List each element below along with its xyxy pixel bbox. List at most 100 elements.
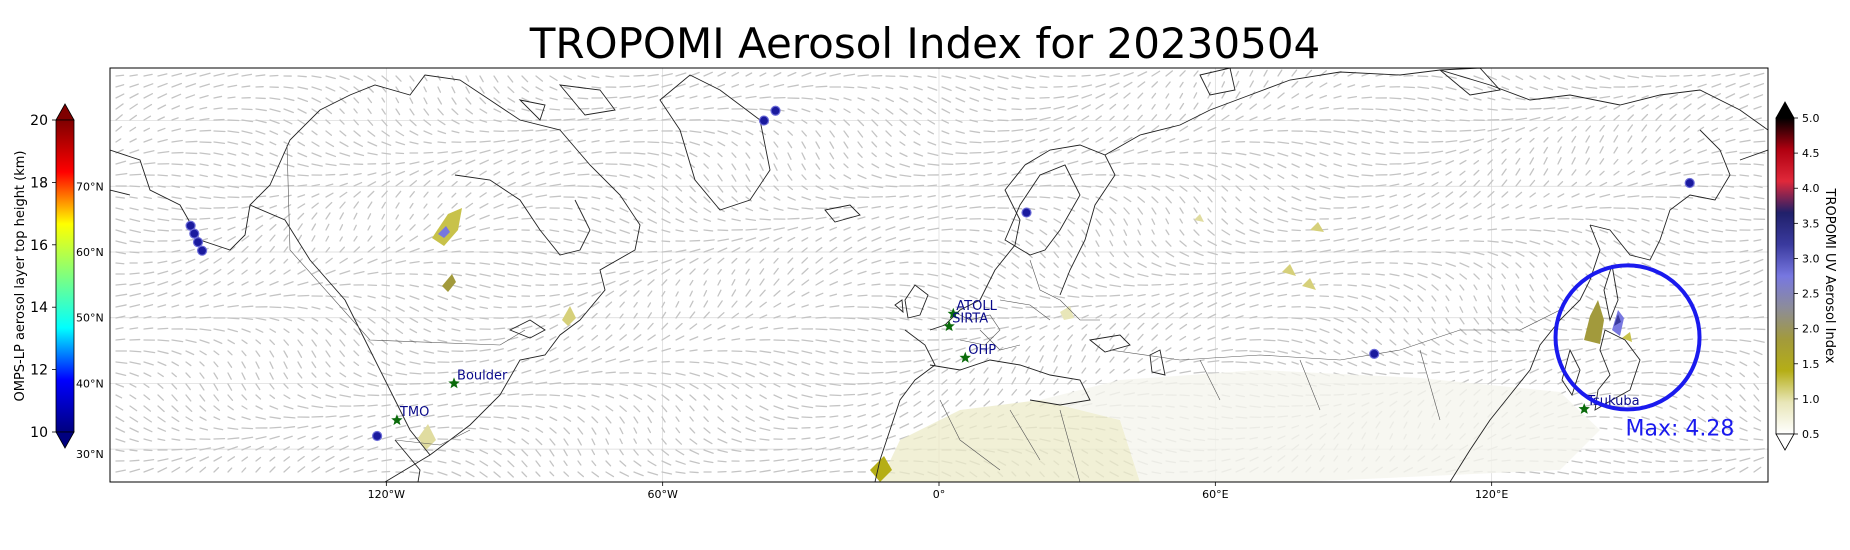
wind-arrow [241,130,253,135]
wind-arrow [1123,149,1135,154]
wind-arrow [1655,405,1663,409]
wind-arrow [787,174,793,181]
wind-arrow [1277,141,1290,145]
wind-arrow [927,306,938,310]
wind-arrow [325,317,333,323]
wind-arrow [1207,196,1213,203]
wind-arrow [591,207,600,211]
wind-arrow [633,118,643,121]
wind-arrow [969,108,978,113]
wind-arrow [1613,75,1625,80]
wind-arrow [815,372,825,376]
wind-arrow [465,226,476,231]
wind-arrow [1641,295,1652,298]
wind-arrow [1445,317,1451,325]
wind-arrow [885,260,896,264]
wind-arrow [1459,108,1468,112]
wind-arrow [1739,259,1750,264]
wind-arrow [129,114,138,121]
wind-arrow [171,394,178,402]
wind-arrow [1697,149,1707,154]
wind-arrow [1459,214,1469,220]
wind-arrow [731,119,744,123]
wind-arrow [1249,361,1261,364]
wind-arrow [815,216,827,220]
wind-arrow [311,282,323,286]
wind-arrow [1081,262,1087,268]
wind-arrow [535,129,548,132]
wind-arrow [1389,328,1395,334]
wind-arrow [283,86,294,89]
wind-arrow [325,141,335,148]
wind-arrow [1543,157,1548,165]
wind-arrow [143,416,152,423]
wind-arrow [1669,262,1680,266]
wind-arrow [1235,174,1244,181]
wind-arrow [535,449,542,457]
wind-arrow [857,392,869,396]
wind-arrow [269,306,282,309]
wind-arrow [983,206,996,209]
wind-arrow [1445,149,1457,154]
wind-arrow [185,427,193,431]
wind-arrow [213,416,221,421]
wind-arrow [535,139,547,143]
wind-arrow [1543,348,1556,352]
wind-arrow [605,290,615,297]
wind-arrow [787,469,800,473]
wind-arrow [381,458,392,462]
wind-arrow [255,361,260,369]
wind-arrow [1711,162,1724,165]
wind-arrow [395,202,400,209]
wind-arrow [1109,229,1114,237]
wind-arrow [1557,348,1570,352]
wind-arrow [423,471,434,475]
wind-arrow [969,240,978,243]
wind-arrow [451,119,460,125]
wind-arrow [927,195,936,198]
wind-arrow [1165,293,1175,297]
wind-arrow [829,141,835,149]
wind-arrow [1487,216,1496,220]
wind-arrow [703,71,713,77]
wind-arrow [227,328,238,333]
wind-arrow [409,86,413,92]
wind-arrow [1347,237,1359,242]
wind-arrow [1641,449,1653,454]
wind-arrow [1039,196,1051,199]
wind-arrow [1529,306,1537,314]
wind-arrow [1641,326,1653,330]
wind-arrow [913,349,926,352]
wind-arrow [1683,469,1694,473]
wind-arrow [199,339,210,344]
wind-arrow [171,405,179,413]
wind-arrow [1249,350,1262,353]
wind-arrow [647,383,658,388]
wind-arrow [815,447,827,451]
wind-arrow [325,339,332,347]
wind-arrow [857,141,863,149]
wind-arrow [367,172,377,176]
wind-arrow [997,161,1006,165]
wind-arrow [1123,322,1131,330]
wind-arrow [1011,86,1022,90]
wind-arrow [437,130,447,135]
right-colorbar-tick-label: 2.5 [1802,288,1820,301]
wind-arrow [941,347,953,352]
wind-arrow [1641,284,1650,288]
wind-arrow [213,405,221,412]
wind-arrow [171,361,179,367]
wind-arrow [1459,129,1472,132]
wind-arrow [451,449,460,453]
wind-arrow [451,306,462,311]
wind-arrow [1277,218,1289,223]
wind-arrow [591,151,602,154]
wind-arrow [115,262,125,265]
wind-arrow [1319,272,1331,275]
wind-arrow [829,130,835,138]
wind-arrow [717,196,725,203]
wind-arrow [1333,295,1344,298]
wind-arrow [1291,207,1303,212]
wind-arrow [1557,157,1562,165]
wind-arrow [885,317,897,321]
